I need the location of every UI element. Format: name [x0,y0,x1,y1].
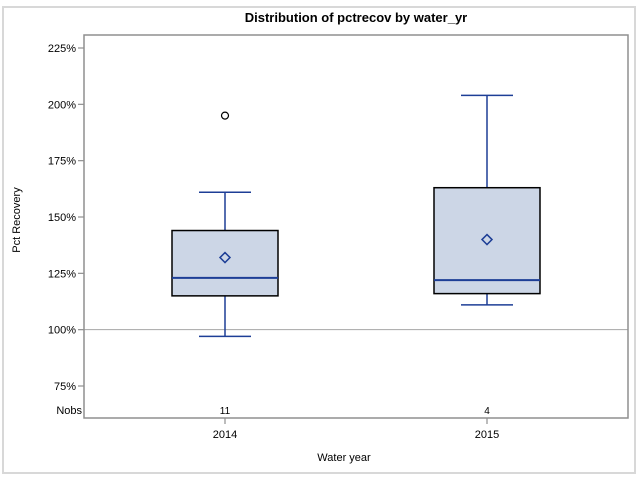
nobs-value: 11 [220,406,231,417]
y-tick-label: 175% [48,156,76,168]
mean-diamond-marker [218,251,232,264]
plot-frame [83,34,629,419]
y-tick-label: 225% [48,43,76,55]
y-tick-label: 200% [48,99,76,111]
box-rect [433,186,541,295]
nobs-row-label: Nobs [56,405,82,417]
y-tick-label: 125% [48,268,76,280]
nobs-value: 4 [484,406,490,417]
figure-border [2,6,636,474]
outlier-point [220,111,230,120]
x-axis-title: Water year [317,452,371,464]
y-tick-label: 75% [54,381,76,393]
x-tick-label: 2015 [475,429,499,441]
y-tick-label: 150% [48,212,76,224]
mean-diamond-marker [480,233,494,246]
x-tick-label: 2014 [213,429,237,441]
y-tick-label: 100% [48,325,76,337]
chart-title: Distribution of pctrecov by water_yr [244,10,468,25]
